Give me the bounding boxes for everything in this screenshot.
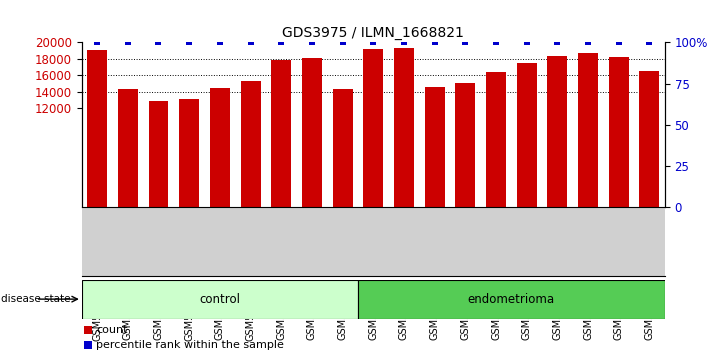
Point	[183, 40, 195, 45]
Bar	[486, 72, 506, 207]
Text: percentile rank within the sample: percentile rank within the sample	[97, 340, 284, 350]
Bar	[639, 71, 659, 207]
Point	[421, 148, 432, 154]
Bar	[82, 280, 358, 319]
Point	[122, 40, 134, 45]
Point	[276, 40, 287, 45]
Point	[306, 40, 318, 45]
Point	[429, 40, 440, 45]
Point	[337, 40, 348, 45]
Point	[459, 40, 471, 45]
Point	[153, 40, 164, 45]
Bar	[333, 88, 353, 207]
Point	[613, 40, 624, 45]
Bar	[517, 63, 537, 207]
Bar	[240, 81, 260, 207]
Bar	[149, 101, 169, 207]
Point	[552, 40, 563, 45]
Point	[521, 40, 533, 45]
Bar	[609, 57, 629, 207]
Point	[214, 40, 225, 45]
Bar	[302, 58, 322, 207]
Title: GDS3975 / ILMN_1668821: GDS3975 / ILMN_1668821	[282, 26, 464, 40]
Point	[491, 40, 502, 45]
Text: disease state: disease state	[1, 294, 70, 304]
Bar	[547, 57, 567, 207]
Bar	[363, 49, 383, 207]
Bar	[87, 50, 107, 207]
Bar	[578, 53, 598, 207]
Text: endometrioma: endometrioma	[468, 293, 555, 306]
Bar	[358, 280, 665, 319]
Point	[398, 40, 410, 45]
Bar	[118, 89, 138, 207]
Bar	[394, 48, 414, 207]
Point	[92, 40, 103, 45]
Text: control: control	[199, 293, 240, 306]
Bar	[179, 99, 199, 207]
Point	[582, 40, 594, 45]
Bar	[210, 88, 230, 207]
Bar	[272, 60, 292, 207]
Text: count: count	[97, 325, 128, 335]
Bar	[424, 87, 444, 207]
Point	[245, 40, 256, 45]
Bar	[455, 83, 476, 207]
Point	[643, 40, 655, 45]
Point	[368, 40, 379, 45]
Point	[421, 287, 432, 293]
